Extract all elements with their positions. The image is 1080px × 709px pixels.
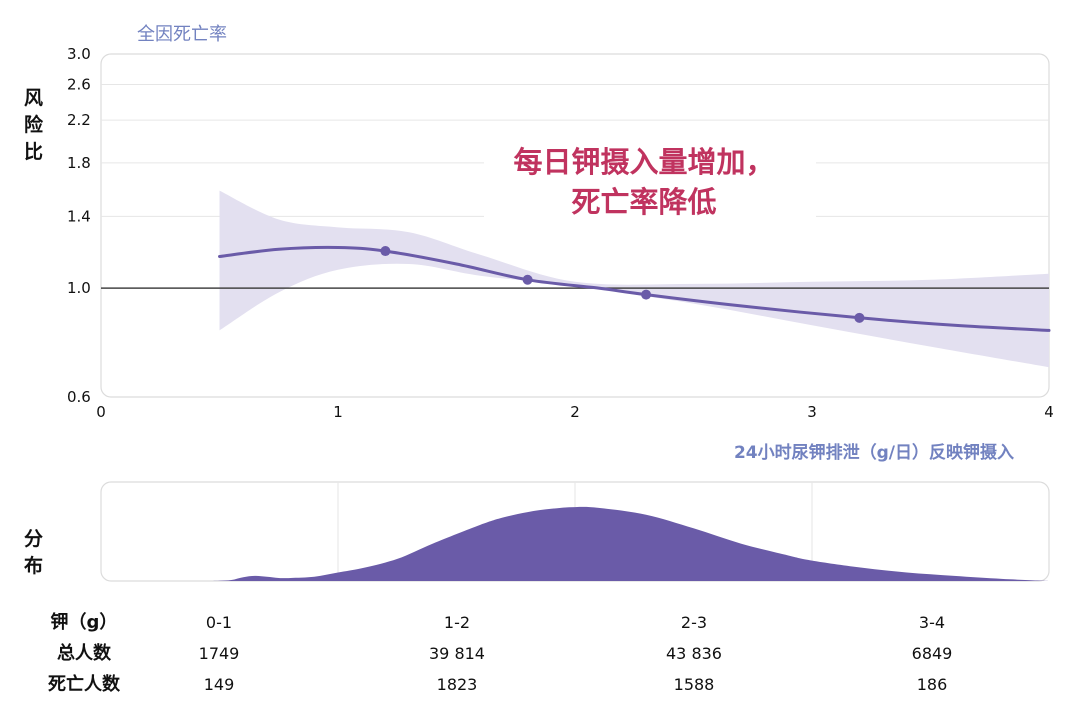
y-tick-label: 1.4	[67, 207, 91, 225]
table-cell: 43 836	[666, 644, 722, 663]
plot-frame	[100, 53, 1050, 398]
table-cell: 1-2	[444, 613, 470, 632]
y-axis-label-char: 险	[24, 113, 44, 136]
data-point	[522, 274, 533, 285]
x-tick-label: 0	[96, 403, 106, 421]
table-row-header: 死亡人数	[48, 673, 121, 695]
x-axis-label: 24小时尿钾排泄（g/日）反映钾摄入	[734, 442, 1014, 463]
data-point	[854, 312, 865, 323]
table-cell: 39 814	[429, 644, 485, 663]
data-point	[380, 246, 391, 257]
y-axis-label-char: 比	[24, 141, 43, 163]
distribution-label-char: 分	[24, 528, 43, 550]
x-tick-label: 4	[1044, 403, 1054, 421]
table-cell: 1823	[437, 675, 478, 694]
x-tick-label: 2	[570, 403, 580, 421]
y-tick-label: 2.2	[67, 111, 91, 129]
y-axis-label-char: 风	[24, 87, 43, 109]
x-tick-label: 1	[333, 403, 343, 421]
distribution-label-char: 布	[24, 554, 43, 577]
annotation: 每日钾摄入量增加，死亡率降低	[513, 145, 774, 219]
y-tick-label: 1.0	[67, 279, 91, 297]
y-tick-label: 2.6	[67, 75, 91, 93]
chart-title: 全因死亡率	[137, 24, 227, 45]
table-cell: 6849	[912, 644, 953, 663]
y-tick-label: 3.0	[67, 45, 91, 63]
x-tick-label: 3	[807, 403, 817, 421]
table-cell: 2-3	[681, 613, 707, 632]
y-tick-label: 1.8	[67, 154, 91, 172]
confidence-band	[219, 190, 1049, 368]
fitted-curve	[218, 245, 1051, 332]
table-row-header: 钾（g）	[51, 611, 118, 633]
table-cell: 0-1	[206, 613, 232, 632]
table-cell: 3-4	[919, 613, 945, 632]
table-cell: 1588	[674, 675, 715, 694]
data-point	[641, 289, 652, 300]
annotation-background	[484, 138, 816, 222]
table-cell: 186	[917, 675, 948, 694]
table-cell: 149	[204, 675, 235, 694]
y-tick-label: 0.6	[67, 388, 91, 406]
table-cell: 1749	[199, 644, 240, 663]
distribution-area	[207, 506, 1049, 581]
table-row-header: 总人数	[57, 642, 112, 664]
